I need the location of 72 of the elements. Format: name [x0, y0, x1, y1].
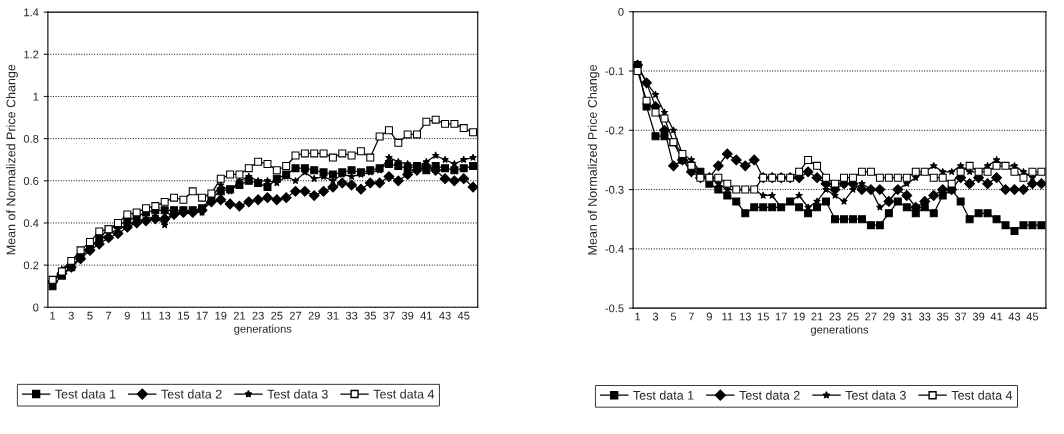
x-tick-label: 27	[865, 312, 877, 321]
x-axis-title: generations	[234, 324, 292, 335]
x-tick-label: 23	[829, 312, 841, 321]
x-tick-label: 19	[793, 312, 805, 321]
x-tick-label: 45	[1026, 312, 1039, 321]
x-tick-label: 19	[215, 311, 227, 320]
x-tick-label: 15	[178, 311, 190, 320]
y-tick-label: 0	[618, 7, 624, 16]
y-tick-label: -0.4	[605, 245, 624, 253]
x-tick-label: 17	[775, 312, 787, 321]
x-tick-label: 31	[327, 311, 339, 320]
y-tick-label: 0.4	[23, 219, 39, 228]
y-tick-label: -0.1	[605, 67, 624, 76]
x-tick-label: 7	[688, 312, 694, 321]
x-tick-label: 3	[652, 312, 659, 321]
x-tick-label: 13	[739, 312, 751, 321]
x-tick-label: 35	[936, 312, 949, 321]
y-tick-label: 1.4	[24, 8, 39, 17]
x-tick-label: 9	[706, 312, 712, 321]
y-axis-title: Mean of Normalized Price Change	[587, 64, 600, 255]
y-tick-label: 1.2	[24, 50, 39, 59]
x-tick-label: 37	[954, 312, 967, 321]
x-tick-label: 39	[972, 312, 985, 321]
x-tick-label: 35	[364, 311, 376, 320]
x-tick-label: 29	[308, 311, 320, 320]
x-tick-label: 9	[124, 311, 130, 320]
x-tick-label: 7	[106, 311, 112, 320]
legend-label: Test data 1	[55, 389, 116, 399]
x-tick-label: 15	[757, 312, 769, 321]
x-tick-label: 5	[87, 311, 93, 320]
x-tick-label: 13	[159, 311, 171, 320]
y-tick-label: -0.5	[605, 304, 624, 313]
x-axis-title: generations	[810, 325, 869, 336]
y-tick-label: -0.2	[605, 126, 624, 135]
x-tick-label: 37	[383, 311, 395, 320]
x-tick-label: 29	[883, 312, 895, 321]
legend-label: Test data 3	[845, 390, 906, 400]
legend-label: Test data 2	[161, 389, 222, 399]
x-tick-label: 1	[635, 312, 641, 321]
x-tick-label: 1	[50, 311, 56, 320]
x-tick-label: 41	[420, 311, 432, 320]
x-tick-label: 23	[252, 311, 264, 320]
x-tick-label: 33	[345, 311, 358, 320]
legend-label: Test data 3	[267, 389, 328, 399]
y-tick-label: 1	[33, 92, 39, 101]
x-tick-label: 5	[670, 312, 677, 321]
y-axis-title: Mean of Normalized Price Change	[6, 64, 18, 255]
x-tick-label: 11	[141, 311, 152, 320]
x-tick-label: 39	[401, 311, 414, 320]
y-tick-label: -0.3	[605, 185, 624, 194]
legend-label: Test data 4	[951, 390, 1013, 400]
x-tick-label: 11	[722, 312, 733, 321]
x-tick-label: 27	[289, 311, 302, 320]
y-tick-label: 0.8	[23, 134, 39, 143]
x-tick-label: 21	[233, 311, 246, 320]
x-tick-label: 3	[68, 311, 74, 320]
y-tick-label: 0.2	[23, 261, 39, 270]
legend-label: Test data 1	[633, 390, 694, 400]
legend-label: Test data 2	[739, 390, 800, 400]
x-tick-label: 33	[919, 312, 931, 321]
y-tick-label: 0	[33, 303, 39, 312]
x-tick-label: 17	[196, 311, 208, 320]
x-tick-label: 45	[457, 311, 470, 320]
x-tick-label: 21	[811, 312, 823, 321]
x-tick-label: 41	[990, 312, 1003, 321]
x-tick-label: 25	[271, 311, 283, 320]
x-tick-label: 43	[439, 311, 451, 320]
x-tick-label: 43	[1008, 312, 1021, 321]
x-tick-label: 31	[901, 312, 913, 321]
y-tick-label: 0.6	[23, 177, 39, 185]
legend-label: Test data 4	[373, 389, 435, 399]
x-tick-label: 25	[847, 312, 859, 321]
